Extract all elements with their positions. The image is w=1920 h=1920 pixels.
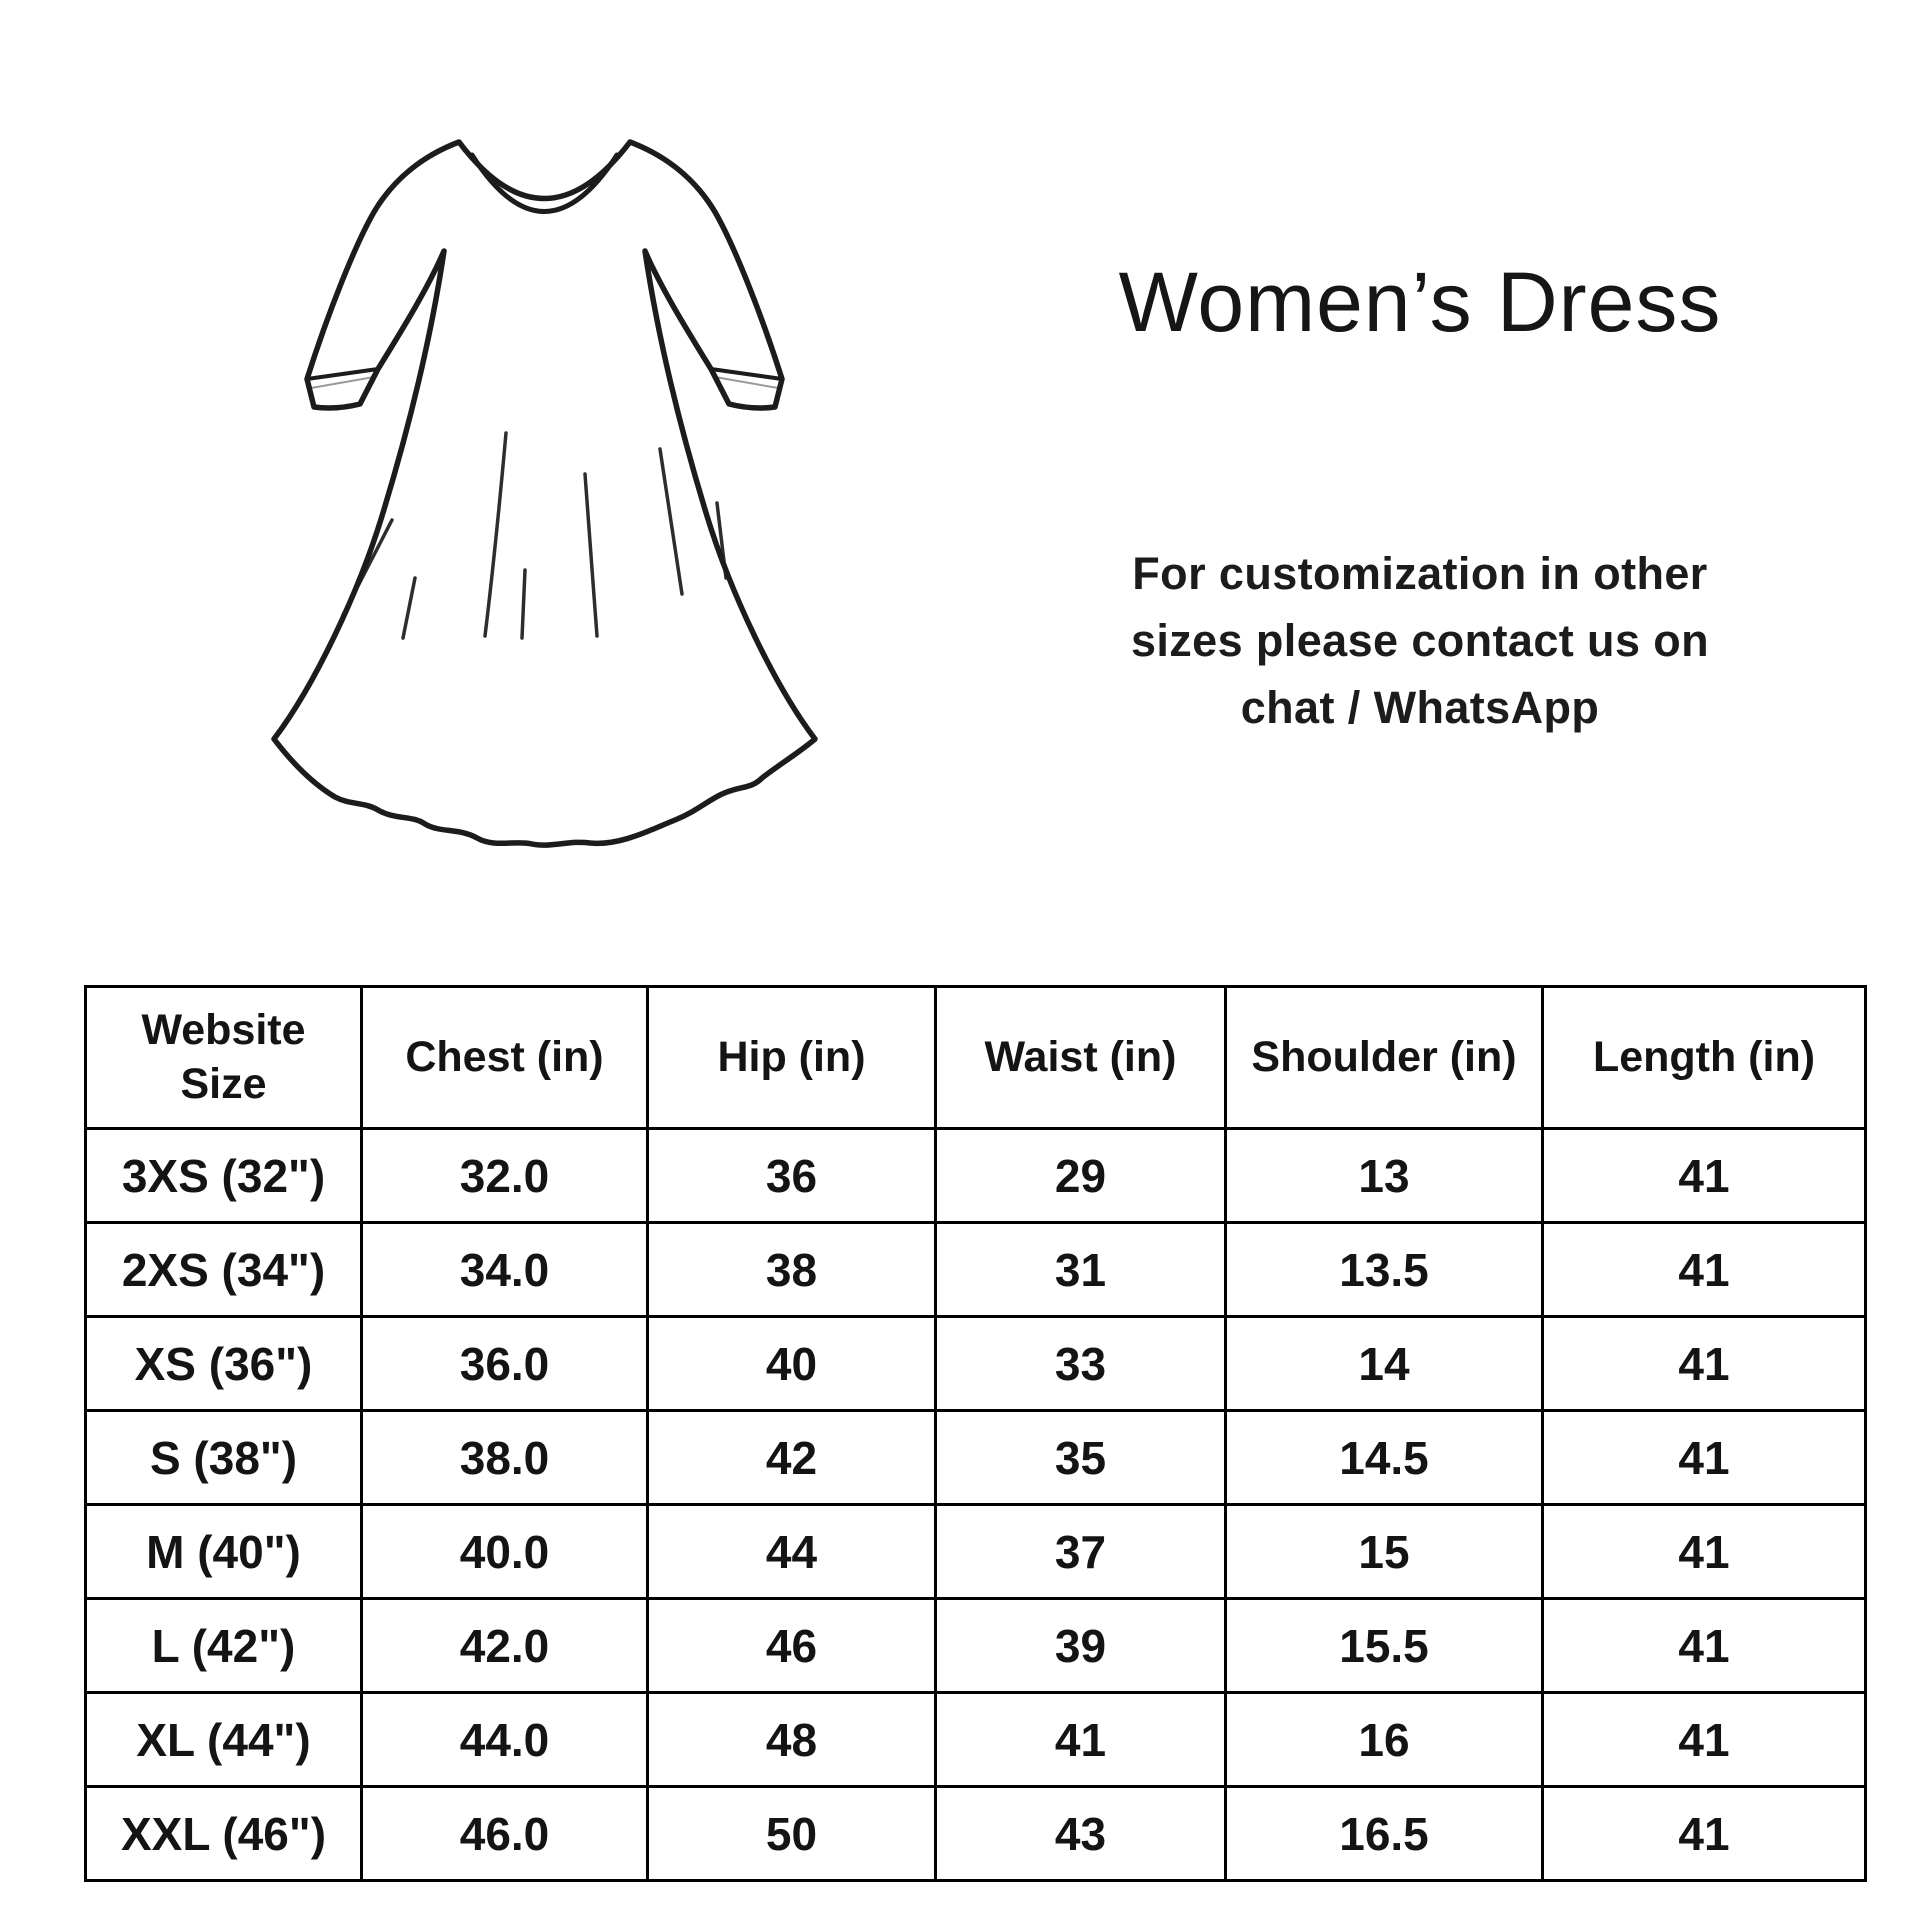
- table-cell: 40.0: [360, 1503, 649, 1600]
- left-cuff-line: [305, 367, 380, 381]
- right-cuff-line: [709, 367, 784, 381]
- table-cell: 43: [934, 1785, 1227, 1882]
- right-cuff-line-2: [714, 376, 779, 389]
- table-cell: 15: [1224, 1503, 1544, 1600]
- table-cell: XL (44"): [84, 1691, 363, 1788]
- table-cell: 41: [1541, 1315, 1867, 1412]
- table-cell: 41: [1541, 1127, 1867, 1224]
- column-header-4: Shoulder (in): [1224, 985, 1544, 1130]
- table-cell: 41: [1541, 1597, 1867, 1694]
- column-header-3: Waist (in): [934, 985, 1227, 1130]
- table-cell: 41: [1541, 1221, 1867, 1318]
- skirt-fold-lines: [341, 431, 728, 640]
- table-row: M (40") 40.0 44 37 15 41: [84, 1503, 1867, 1600]
- table-cell: XS (36"): [84, 1315, 363, 1412]
- table-cell: 2XS (34"): [84, 1221, 363, 1318]
- table-row: XXL (46") 46.0 50 43 16.5 41: [84, 1785, 1867, 1882]
- column-header-2: Hip (in): [646, 985, 937, 1130]
- table-cell: 34.0: [360, 1221, 649, 1318]
- table-cell: 41: [1541, 1503, 1867, 1600]
- table-row: 3XS (32") 32.0 36 29 13 41: [84, 1127, 1867, 1224]
- table-cell: 44: [646, 1503, 937, 1600]
- table-cell: 13: [1224, 1127, 1544, 1224]
- dress-outline: [271, 139, 818, 848]
- dress-illustration: [150, 60, 850, 870]
- table-cell: 33: [934, 1315, 1227, 1412]
- table-cell: 29: [934, 1127, 1227, 1224]
- dress-line-art-svg: [271, 139, 818, 848]
- table-cell: 15.5: [1224, 1597, 1544, 1694]
- table-cell: 16.5: [1224, 1785, 1544, 1882]
- column-header-5: Length (in): [1541, 985, 1867, 1130]
- table-cell: 35: [934, 1409, 1227, 1506]
- table-cell: 41: [1541, 1409, 1867, 1506]
- table-cell: 13.5: [1224, 1221, 1544, 1318]
- table-cell: 37: [934, 1503, 1227, 1600]
- table-row: L (42") 42.0 46 39 15.5 41: [84, 1597, 1867, 1694]
- column-header-1: Chest (in): [360, 985, 649, 1130]
- table-cell: 38: [646, 1221, 937, 1318]
- table-cell: 44.0: [360, 1691, 649, 1788]
- table-cell: 41: [1541, 1785, 1867, 1882]
- customization-note-line-2: sizes please contact us on: [1130, 615, 1710, 666]
- table-cell: 41: [934, 1691, 1227, 1788]
- table-cell: 14.5: [1224, 1409, 1544, 1506]
- collar-inner-line: [469, 152, 620, 214]
- table-body: 3XS (32") 32.0 36 29 13 41 2XS (34") 34.0 38 31 13…: [84, 1127, 1867, 1882]
- size-chart-table: Website Size Chest (in) Hip (in) Waist (in)…: [84, 985, 1867, 1882]
- table-cell: 48: [646, 1691, 937, 1788]
- table-cell: 16: [1224, 1691, 1544, 1788]
- table-row: XS (36") 36.0 40 33 14 41: [84, 1315, 1867, 1412]
- column-header-0: Website Size: [84, 985, 363, 1130]
- table-cell: 38.0: [360, 1409, 649, 1506]
- table-cell: 40: [646, 1315, 937, 1412]
- table-cell: 41: [1541, 1691, 1867, 1788]
- table-row: XL (44") 44.0 48 41 16 41: [84, 1691, 1867, 1788]
- table-header-row: Website Size Chest (in) Hip (in) Waist (in)…: [84, 985, 1867, 1130]
- table-cell: 36.0: [360, 1315, 649, 1412]
- table-cell: 42: [646, 1409, 937, 1506]
- table-cell: 39: [934, 1597, 1227, 1694]
- table-cell: 36: [646, 1127, 937, 1224]
- table-cell: XXL (46"): [84, 1785, 363, 1882]
- table-cell: 14: [1224, 1315, 1544, 1412]
- table-cell: 42.0: [360, 1597, 649, 1694]
- table-cell: 46.0: [360, 1785, 649, 1882]
- table-cell: L (42"): [84, 1597, 363, 1694]
- customization-note: For customization in other sizes please …: [1040, 540, 1800, 741]
- table-cell: 50: [646, 1785, 937, 1882]
- left-cuff-line-2: [310, 376, 375, 389]
- table-cell: 32.0: [360, 1127, 649, 1224]
- table-cell: 3XS (32"): [84, 1127, 363, 1224]
- customization-note-line-3: chat / WhatsApp: [1240, 682, 1600, 733]
- table-cell: M (40"): [84, 1503, 363, 1600]
- customization-note-line-1: For customization in other: [1132, 548, 1708, 599]
- table-row: 2XS (34") 34.0 38 31 13.5 41: [84, 1221, 1867, 1318]
- table-cell: 46: [646, 1597, 937, 1694]
- table-cell: 31: [934, 1221, 1227, 1318]
- table-cell: S (38"): [84, 1409, 363, 1506]
- page-title: Women’s Dress: [1118, 255, 1722, 349]
- table-row: S (38") 38.0 42 35 14.5 41: [84, 1409, 1867, 1506]
